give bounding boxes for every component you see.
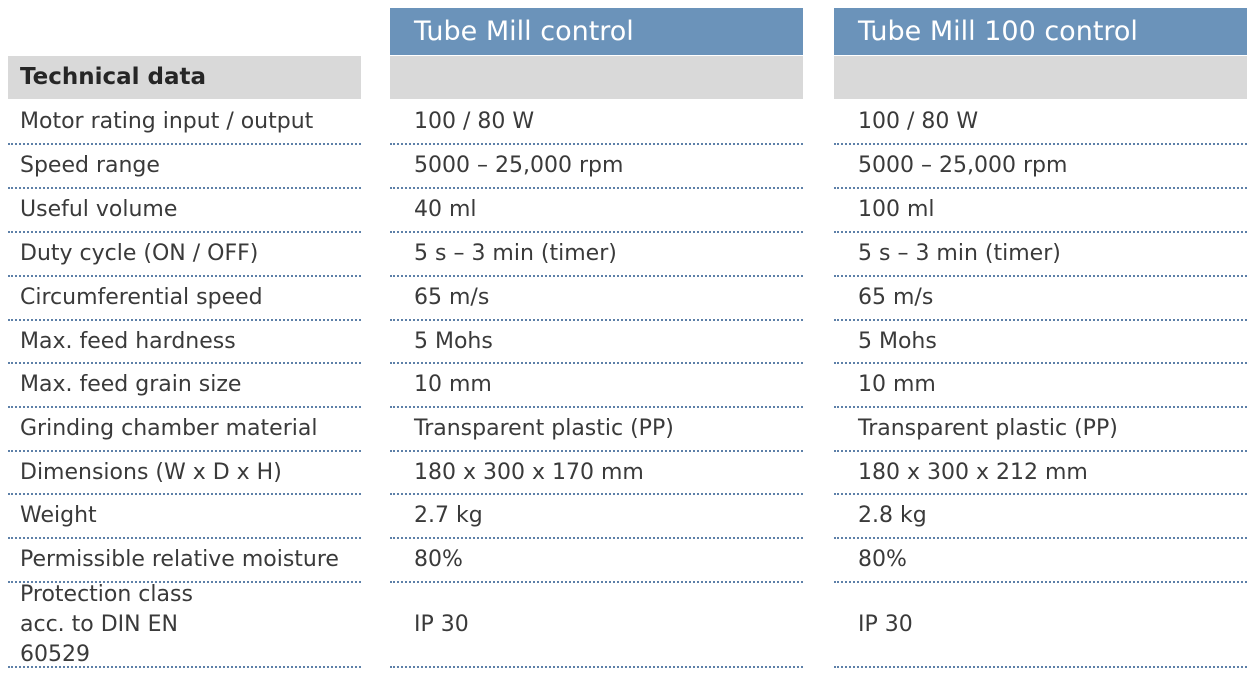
- table-cell: Transparent plastic (PP): [834, 408, 1247, 452]
- table-cell: 5000 – 25,000 rpm: [390, 145, 803, 189]
- table-cell: 5 s – 3 min (timer): [390, 233, 803, 277]
- table-cell: 65 m/s: [834, 277, 1247, 321]
- table-cell: 5000 – 25,000 rpm: [834, 145, 1247, 189]
- table-cell: 2.8 kg: [834, 495, 1247, 539]
- row-label: Circumferential speed: [8, 277, 361, 321]
- table-cell: 100 / 80 W: [834, 100, 1247, 145]
- row-label: Dimensions (W x D x H): [8, 452, 361, 495]
- table-cell: 180 x 300 x 170 mm: [390, 452, 803, 495]
- row-label: Useful volume: [8, 189, 361, 233]
- table-cell: 5 Mohs: [390, 321, 803, 364]
- row-label: Speed range: [8, 145, 361, 189]
- column-header: Tube Mill 100 control: [834, 8, 1247, 55]
- row-label: Weight: [8, 495, 361, 539]
- table-cell: 100 ml: [834, 189, 1247, 233]
- section-title: Technical data: [8, 56, 361, 99]
- table-cell: 80%: [390, 539, 803, 583]
- row-label: Motor rating input / output: [8, 100, 361, 145]
- table-cell: IP 30: [390, 583, 803, 668]
- table-cell: 10 mm: [390, 364, 803, 408]
- row-label: Grinding chamber material: [8, 408, 361, 452]
- table-cell: Transparent plastic (PP): [390, 408, 803, 452]
- table-cell: 2.7 kg: [390, 495, 803, 539]
- table-cell: 40 ml: [390, 189, 803, 233]
- row-label: Protection class acc. to DIN EN 60529: [8, 582, 361, 668]
- table-cell: IP 30: [834, 583, 1247, 668]
- table-cell: 80%: [834, 539, 1247, 583]
- table-cell: 10 mm: [834, 364, 1247, 408]
- table-cell: 180 x 300 x 212 mm: [834, 452, 1247, 495]
- table-cell: 100 / 80 W: [390, 100, 803, 145]
- table-cell: 5 Mohs: [834, 321, 1247, 364]
- column-header: Tube Mill control: [390, 8, 803, 55]
- row-label: Max. feed hardness: [8, 321, 361, 364]
- table-cell: 65 m/s: [390, 277, 803, 321]
- table-cell: 5 s – 3 min (timer): [834, 233, 1247, 277]
- row-label: Duty cycle (ON / OFF): [8, 233, 361, 277]
- row-label: Max. feed grain size: [8, 364, 361, 408]
- column-subheader: [390, 56, 803, 99]
- column-subheader: [834, 56, 1247, 99]
- row-label: Permissible relative moisture: [8, 539, 361, 583]
